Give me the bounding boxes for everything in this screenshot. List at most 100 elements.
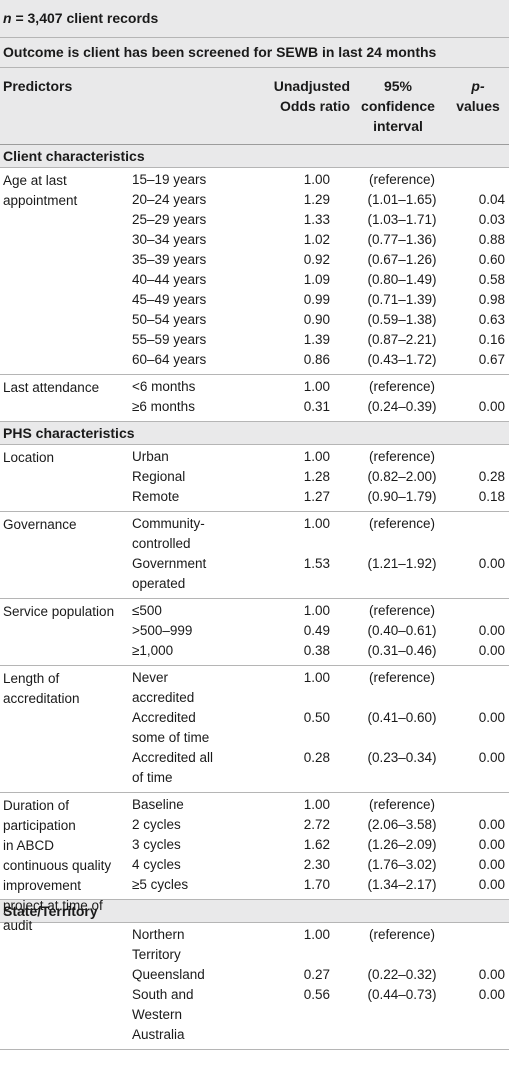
ci-cell: (reference) (368, 449, 436, 464)
odds-ratio-cell: 1.29 (303, 192, 330, 207)
table-row: 15–19 years 1.00 (reference) (132, 170, 509, 190)
odds-ratio-cell: 1.39 (303, 332, 330, 347)
table-body: Client characteristics Age at last appoint… (0, 145, 509, 1050)
table-row: Government operated 1.53 (1.21–1.92) 0.00 (132, 554, 509, 594)
odds-ratio-cell: 0.90 (303, 312, 330, 327)
odds-ratio-cell: 0.27 (303, 967, 330, 982)
table-row: Urban 1.00 (reference) (132, 447, 509, 467)
predictor-group: Governance Community-controlled 1.00 (refer… (0, 512, 509, 599)
ci-cell: (reference) (368, 172, 436, 187)
ci-cell: (1.01–1.65) (367, 192, 437, 207)
table-row: Regional 1.28 (0.82–2.00) 0.28 (132, 467, 509, 487)
predictor-label: Governance (3, 517, 77, 532)
table-row: >500–999 0.49 (0.40–0.61) 0.00 (132, 621, 509, 641)
ci-cell: (0.71–1.39) (367, 292, 437, 307)
level-cell: 25–29 years (132, 212, 207, 227)
predictor-label: Service population (3, 604, 115, 619)
predictor-group: Northern Territory 1.00 (reference) Queensla… (0, 923, 509, 1050)
table-row: 30–34 years 1.02 (0.77–1.36) 0.88 (132, 230, 509, 250)
predictors-header: Predictors (3, 78, 73, 94)
ci-cell: (reference) (368, 797, 436, 812)
sample-size-row: n = 3,407 client records (0, 0, 509, 38)
ci-cell: (0.59–1.38) (367, 312, 437, 327)
level-cell: 60–64 years (132, 352, 207, 367)
odds-ratio-cell: 1.70 (303, 877, 330, 892)
table-row: 2 cycles 2.72 (2.06–3.58) 0.00 (132, 815, 509, 835)
odds-ratio-cell: 2.72 (303, 817, 330, 832)
odds-ratio-cell: 1.28 (303, 469, 330, 484)
level-cell: ≥1,000 (132, 643, 174, 658)
p-value-cell: 0.00 (478, 710, 505, 725)
table-row: 55–59 years 1.39 (0.87–2.21) 0.16 (132, 330, 509, 350)
level-cell: Never accredited (132, 670, 195, 705)
column-header-row: Predictors Unadjusted Odds ratio 95% con… (0, 68, 509, 145)
predictor-label: Age at last appointment (3, 173, 78, 208)
odds-ratio-cell: 1.62 (303, 837, 330, 852)
odds-ratio-header-line1: Unadjusted (273, 78, 350, 94)
odds-ratio-cell: 1.00 (303, 603, 330, 618)
p-value-cell: 0.58 (478, 272, 505, 287)
level-cell: Accredited some of time (132, 710, 210, 745)
ci-cell: (reference) (368, 516, 436, 531)
ci-cell: (0.87–2.21) (367, 332, 437, 347)
odds-ratio-cell: 0.92 (303, 252, 330, 267)
level-cell: Government operated (132, 556, 207, 591)
p-value-cell: 0.18 (478, 489, 505, 504)
level-cell: 40–44 years (132, 272, 207, 287)
n-symbol: n (3, 10, 12, 26)
odds-ratio-cell: 0.49 (303, 623, 330, 638)
odds-ratio-cell: 1.00 (303, 797, 330, 812)
table-row: <6 months 1.00 (reference) (132, 377, 509, 397)
ci-cell: (2.06–3.58) (367, 817, 437, 832)
ci-cell: (1.76–3.02) (367, 857, 437, 872)
odds-ratio-cell: 0.99 (303, 292, 330, 307)
p-value-cell: 0.63 (478, 312, 505, 327)
odds-ratio-cell: 1.02 (303, 232, 330, 247)
table-row: Never accredited 1.00 (reference) (132, 668, 509, 708)
level-cell: Baseline (132, 797, 184, 812)
table-row: 25–29 years 1.33 (1.03–1.71) 0.03 (132, 210, 509, 230)
predictor-group: Service population ≤500 1.00 (reference) >50… (0, 599, 509, 666)
ci-cell: (reference) (368, 603, 436, 618)
predictor-group: Length of accreditation Never accredited 1.0… (0, 666, 509, 793)
odds-ratio-cell: 1.00 (303, 172, 330, 187)
predictor-label: Location (3, 450, 55, 465)
p-value-cell: 0.00 (478, 643, 505, 658)
p-value-cell: 0.04 (478, 192, 505, 207)
odds-ratio-cell: 0.56 (303, 987, 330, 1002)
ci-cell: (1.03–1.71) (367, 212, 437, 227)
ci-cell: (0.67–1.26) (367, 252, 437, 267)
table-row: Accredited all of time 0.28 (0.23–0.34) 0.00 (132, 748, 509, 788)
p-value-cell: 0.00 (478, 987, 505, 1002)
predictor-label: Last attendance (3, 380, 100, 395)
ci-cell: (0.23–0.34) (367, 750, 437, 765)
outcome-row: Outcome is client has been screened for … (0, 38, 509, 68)
p-value-cell: 0.60 (478, 252, 505, 267)
level-cell: South and Western Australia (132, 987, 194, 1042)
odds-ratio-cell: 0.28 (303, 750, 330, 765)
table-row: ≥6 months 0.31 (0.24–0.39) 0.00 (132, 397, 509, 417)
level-cell: 30–34 years (132, 232, 207, 247)
ci-cell: (0.77–1.36) (367, 232, 437, 247)
ci-cell: (0.41–0.60) (367, 710, 437, 725)
odds-ratio-cell: 1.00 (303, 449, 330, 464)
table-row: Baseline 1.00 (reference) (132, 795, 509, 815)
ci-header-line1: 95% (383, 78, 413, 94)
table-row: 35–39 years 0.92 (0.67–1.26) 0.60 (132, 250, 509, 270)
ci-cell: (0.82–2.00) (367, 469, 437, 484)
p-value-cell: 0.00 (478, 750, 505, 765)
level-cell: Remote (132, 489, 180, 504)
level-cell: 2 cycles (132, 817, 181, 832)
table-row: Accredited some of time 0.50 (0.41–0.60) 0.0… (132, 708, 509, 748)
odds-ratio-cell: 0.86 (303, 352, 330, 367)
p-value-cell: 0.16 (478, 332, 505, 347)
table-row: ≥5 cycles 1.70 (1.34–2.17) 0.00 (132, 875, 509, 895)
p-value-cell: 0.88 (478, 232, 505, 247)
ci-cell: (0.90–1.79) (367, 489, 437, 504)
table-row: 3 cycles 1.62 (1.26–2.09) 0.00 (132, 835, 509, 855)
ci-cell: (0.43–1.72) (367, 352, 437, 367)
level-cell: >500–999 (132, 623, 193, 638)
ci-cell: (0.80–1.49) (367, 272, 437, 287)
level-cell: Community-controlled (132, 516, 205, 551)
